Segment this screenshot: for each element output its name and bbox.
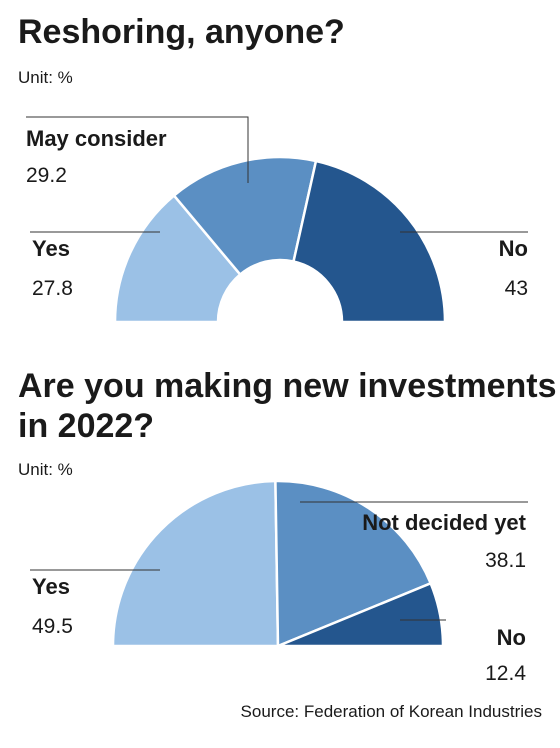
chart2-label-yes: Yes bbox=[32, 574, 70, 599]
chart1-label-no: No bbox=[499, 236, 528, 261]
chart1-value-may-consider: 29.2 bbox=[26, 164, 67, 187]
chart1-value-yes: 27.8 bbox=[32, 277, 73, 300]
chart2-unit: Unit: % bbox=[18, 460, 73, 479]
chart2-label-no: No bbox=[497, 625, 526, 650]
chart1-label-yes: Yes bbox=[32, 236, 70, 261]
chart1-title: Reshoring, anyone? bbox=[18, 13, 345, 51]
chart2-label-not-decided-yet: Not decided yet bbox=[362, 510, 526, 535]
chart2-value-yes: 49.5 bbox=[32, 615, 73, 638]
chart2-value-not-decided-yet: 38.1 bbox=[485, 549, 526, 572]
chart1-leader-may-consider bbox=[26, 116, 249, 183]
source-note: Source: Federation of Korean Industries bbox=[240, 702, 542, 721]
chart2-plot: Yes 49.5 Not decided yet 38.1 No 12.4 bbox=[30, 479, 528, 685]
chart1-label-may-consider: May consider bbox=[26, 126, 167, 151]
chart1-slice-yes bbox=[113, 193, 242, 324]
chart1-plot: Yes 27.8 May consider 29.2 No 43 bbox=[26, 116, 528, 324]
chart2-title: Are you making new investments in 2022? bbox=[18, 367, 557, 445]
chart2-slice-not-decided-yet bbox=[274, 479, 433, 648]
chart1-slice-no bbox=[292, 159, 447, 324]
chart2-slice-yes bbox=[111, 479, 280, 648]
chart1-unit: Unit: % bbox=[18, 68, 73, 87]
chart2-slice-no bbox=[277, 581, 445, 648]
chart2-value-no: 12.4 bbox=[485, 662, 526, 685]
chart1-value-no: 43 bbox=[505, 277, 528, 300]
chart1-slice-may-consider bbox=[172, 155, 318, 277]
